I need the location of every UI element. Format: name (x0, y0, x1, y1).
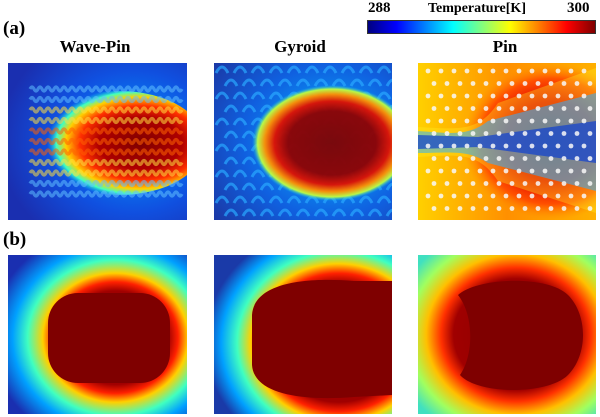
row-label-b: (b) (3, 229, 27, 250)
wave-pin-fluid-temperature-map (8, 255, 187, 414)
colorbar-title: Temperature[K] (428, 1, 526, 16)
colorbar-gradient (367, 20, 596, 34)
column-title-gyroid: Gyroid (274, 37, 326, 56)
gyroid-fluid-temperature-map (214, 255, 392, 414)
colorbar-min-label: 288 (368, 0, 391, 16)
colorbar-max-label: 300 (567, 0, 590, 16)
pin-fin-temperature-map (418, 63, 596, 220)
wave-pin-fin-temperature-map (8, 63, 187, 220)
column-title-pin: Pin (492, 37, 518, 56)
gyroid-fin-temperature-map (214, 63, 392, 220)
column-title-wave-pin: Wave-Pin (59, 37, 131, 56)
row-label-a: (a) (3, 18, 26, 39)
pin-fluid-temperature-map (418, 255, 596, 414)
